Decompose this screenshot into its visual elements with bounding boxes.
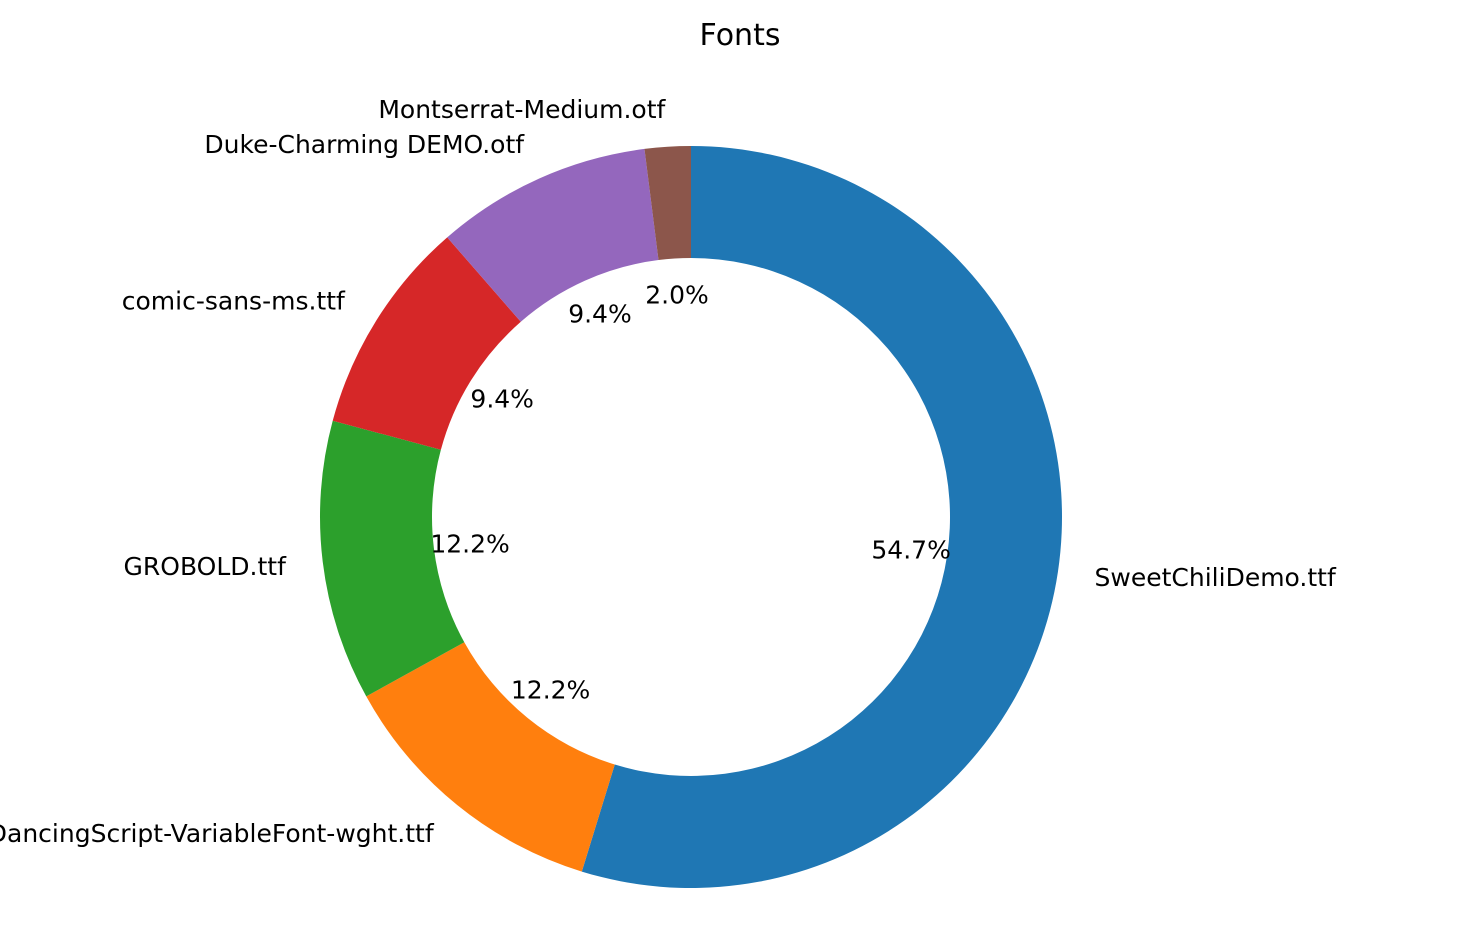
pie-slices [319,146,1063,888]
percent-labels: 54.7% 12.2% 12.2% 9.4% 9.4% 2.0% [430,280,951,704]
percent-label-1: 12.2% [511,675,590,704]
percent-label-2: 12.2% [430,529,509,558]
slice-3 [332,237,521,450]
slice-5 [644,146,691,261]
slice-label-3: comic-sans-ms.ttf [122,286,346,315]
slice-4 [447,148,659,322]
slice-label-5: Montserrat-Medium.otf [378,95,666,124]
slice-label-0: SweetChiliDemo.ttf [1095,563,1337,592]
slice-1 [366,642,615,872]
slice-label-1: DancingScript-VariableFont-wght.ttf [0,819,435,848]
slice-label-2: GROBOLD.ttf [124,552,288,581]
percent-label-5: 2.0% [645,280,709,309]
percent-label-0: 54.7% [871,536,950,565]
percent-label-4: 9.4% [568,299,632,328]
slice-label-4: Duke-Charming DEMO.otf [204,130,525,159]
slice-labels: SweetChiliDemo.ttf DancingScript-Variable… [0,95,1337,848]
slice-2 [319,420,465,697]
slice-0 [581,146,1063,888]
percent-label-3: 9.4% [470,385,534,414]
chart-title: Fonts [700,18,781,53]
